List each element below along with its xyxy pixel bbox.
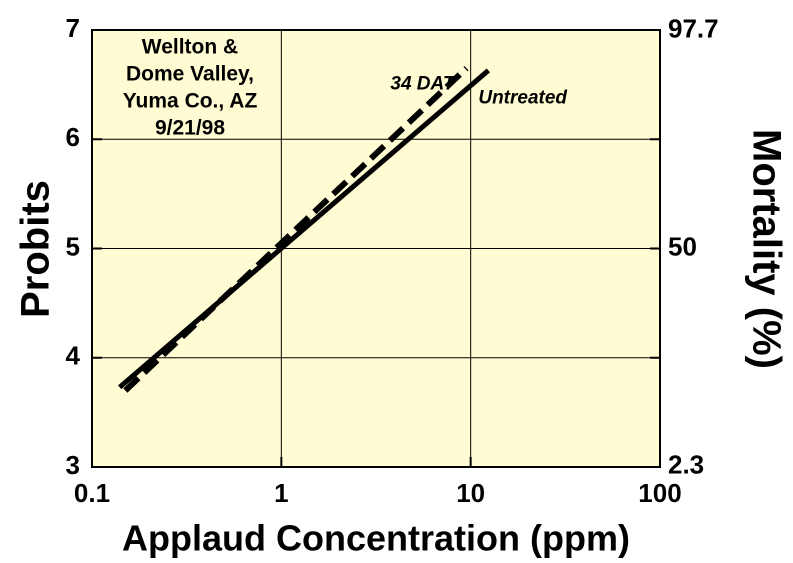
x-tick-label: 1 [274, 478, 288, 508]
annotation: Wellton & [142, 36, 238, 59]
y2-tick-label: 97.7 [668, 13, 719, 43]
x-axis-label: Applaud Concentration (ppm) [122, 518, 630, 559]
y2-tick-label: 2.3 [668, 449, 704, 479]
series-label: Untreated [478, 87, 567, 108]
y-tick-label: 3 [66, 450, 80, 480]
x-tick-label: 10 [456, 478, 485, 508]
x-tick-label: 100 [638, 478, 681, 508]
y-tick-label: 4 [66, 341, 81, 371]
annotation: Dome Valley, [126, 63, 254, 86]
y2-tick-label: 50 [668, 231, 697, 261]
annotation: Yuma Co., AZ [123, 90, 258, 113]
y-axis-label: Probits [14, 180, 58, 318]
y2-axis-label: Mortality (%) [744, 129, 788, 369]
series-line [118, 68, 490, 390]
y-tick-label: 6 [66, 122, 80, 152]
series-label: 34 DAT [390, 73, 455, 94]
x-tick-label: 0.1 [74, 478, 110, 508]
plot-frame [91, 29, 661, 468]
y-tick-label: 7 [66, 13, 80, 43]
y-tick-label: 5 [66, 231, 80, 261]
annotation: 9/21/98 [155, 117, 225, 140]
